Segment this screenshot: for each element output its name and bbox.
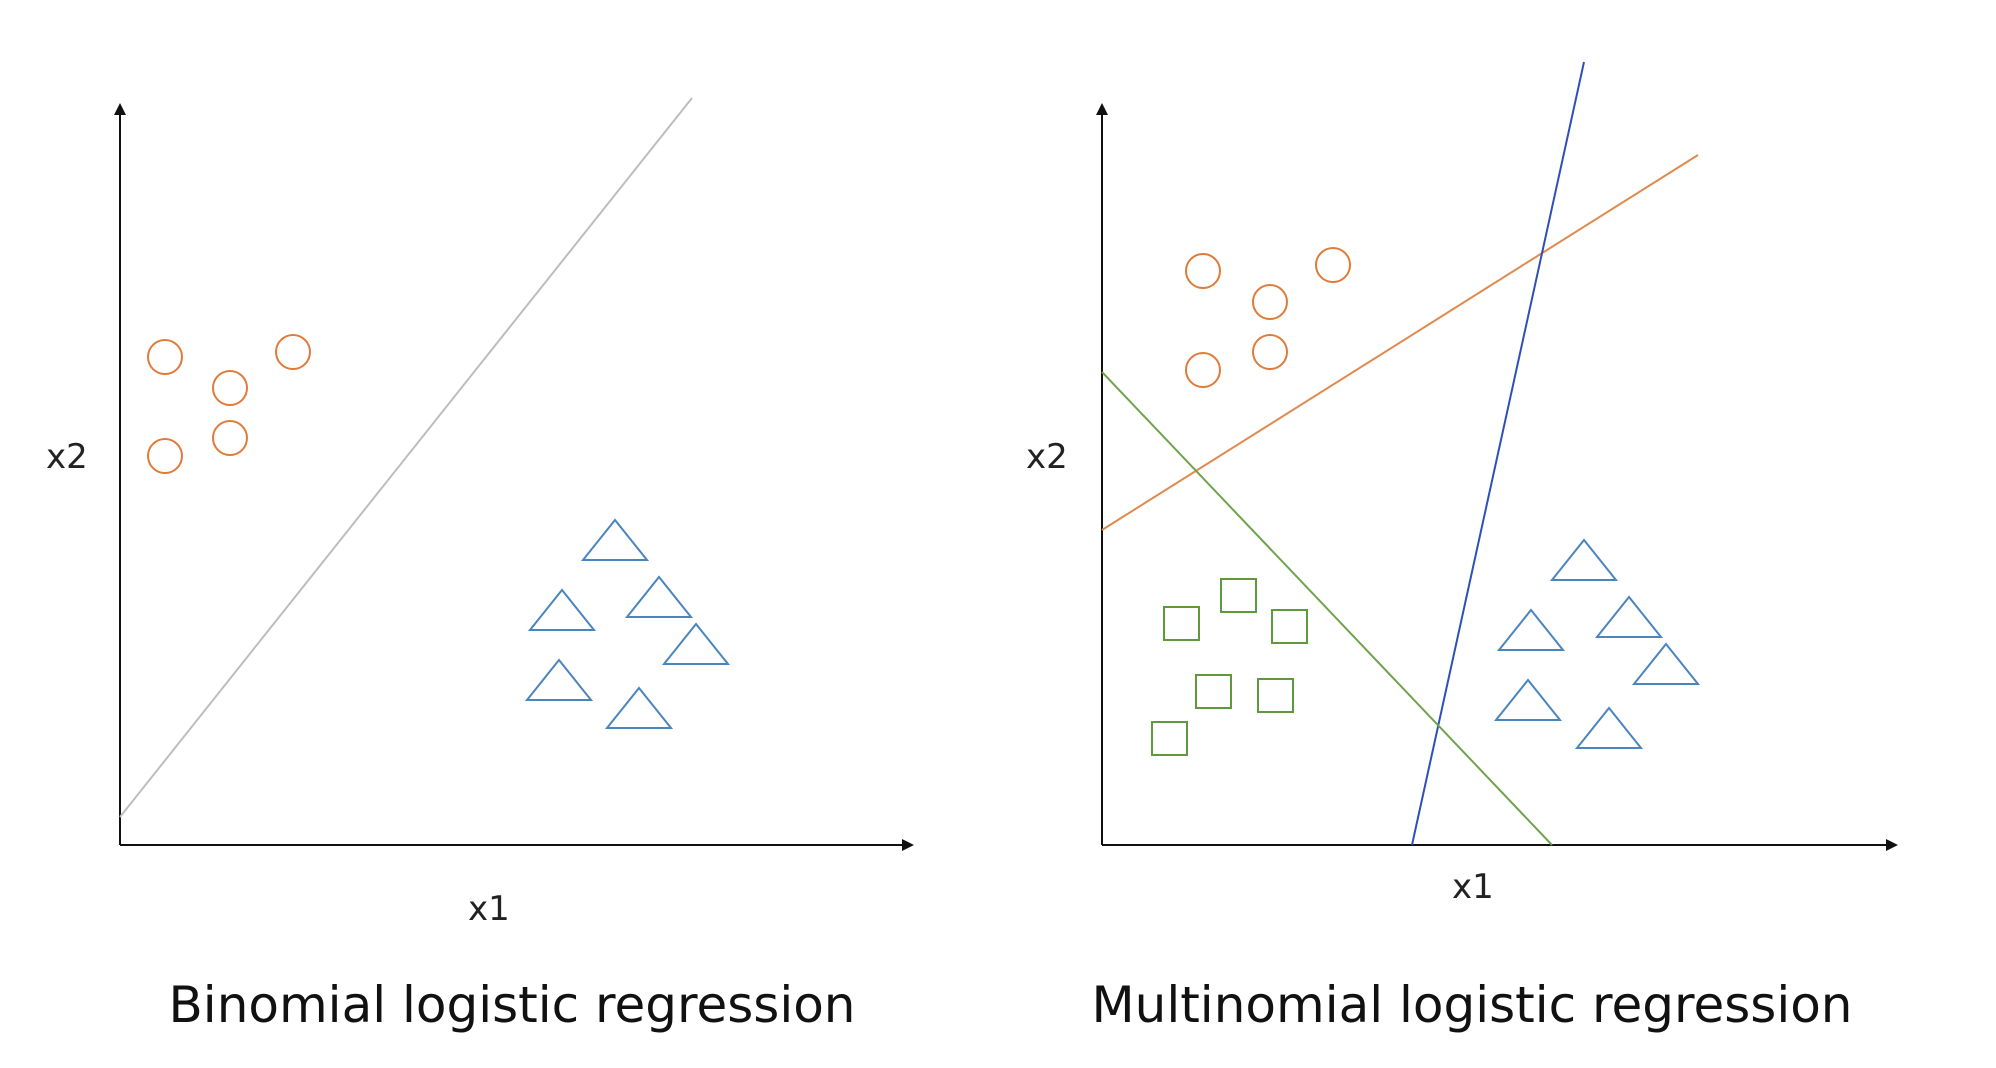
data-point-circle: [147, 438, 183, 474]
data-point-triangle: [524, 658, 594, 701]
data-point-triangle: [1496, 608, 1566, 651]
data-point-square: [1257, 678, 1294, 713]
binomial-triangle-class: [524, 518, 731, 729]
data-point-square: [1271, 609, 1308, 644]
data-point-circle: [212, 420, 248, 456]
data-point-circle: [1252, 284, 1288, 320]
data-point-square: [1163, 606, 1200, 641]
multinomial-caption: Multinomial logistic regression: [1091, 976, 1852, 1034]
multinomial-boundary-green: [1101, 371, 1553, 846]
multinomial-x-axis-label: x1: [1452, 867, 1494, 907]
data-point-triangle: [604, 686, 674, 729]
data-point-triangle: [1549, 538, 1619, 581]
multinomial-square-class: [1151, 578, 1308, 756]
multinomial-panel: x2 x1 Multinomial logistic regression: [1026, 61, 1898, 1034]
multinomial-triangle-class: [1493, 538, 1701, 749]
data-point-square: [1220, 578, 1257, 613]
data-point-triangle: [624, 575, 694, 618]
data-point-triangle: [1574, 706, 1644, 749]
data-point-square: [1195, 674, 1232, 709]
multinomial-y-axis-label: x2: [1026, 437, 1068, 477]
data-point-triangle: [1631, 642, 1701, 685]
data-point-triangle: [1594, 595, 1664, 638]
binomial-y-axis-label: x2: [46, 437, 88, 477]
binomial-decision-boundary: [119, 97, 693, 818]
data-point-circle: [147, 339, 183, 375]
multinomial-circle-class: [1185, 247, 1351, 388]
data-point-circle: [1185, 352, 1221, 388]
data-point-square: [1151, 721, 1188, 756]
multinomial-boundary-orange: [1101, 154, 1699, 531]
binomial-circle-class: [147, 334, 311, 474]
data-point-circle: [1185, 253, 1221, 289]
data-point-circle: [212, 370, 248, 406]
binomial-caption: Binomial logistic regression: [169, 976, 856, 1034]
data-point-triangle: [661, 622, 731, 665]
data-point-triangle: [527, 588, 597, 631]
data-point-circle: [275, 334, 311, 370]
data-point-circle: [1252, 334, 1288, 370]
data-point-triangle: [1493, 678, 1563, 721]
data-point-triangle: [580, 518, 650, 561]
multinomial-boundary-blue: [1411, 61, 1585, 846]
binomial-x-axis-label: x1: [468, 889, 510, 929]
data-point-circle: [1315, 247, 1351, 283]
binomial-panel: x2 x1 Binomial logistic regression: [46, 97, 914, 1034]
